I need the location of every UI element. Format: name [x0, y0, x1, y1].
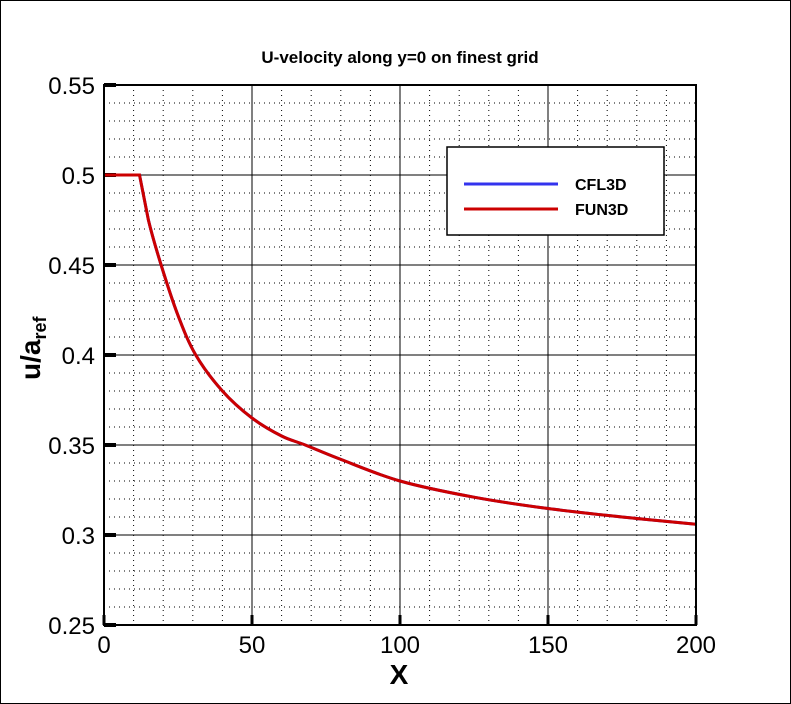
- x-axis-label: X: [390, 659, 409, 690]
- chart-title: U-velocity along y=0 on finest grid: [261, 48, 538, 67]
- legend-label-fun3d: FUN3D: [575, 202, 628, 219]
- x-tick-label: 0: [97, 632, 110, 659]
- x-tick-label: 50: [239, 632, 266, 659]
- y-axis-label-main: u/a: [15, 339, 46, 380]
- x-tick-label: 100: [380, 632, 420, 659]
- legend-label-cfl3d: CFL3D: [575, 177, 627, 194]
- series-group: [104, 173, 697, 526]
- y-axis-label: u/aref: [15, 316, 50, 380]
- plot-border: [103, 84, 697, 626]
- x-tick-label: 150: [528, 632, 568, 659]
- y-tick-label: 0.35: [48, 433, 95, 460]
- y-axis-label-subscript: ref: [30, 316, 50, 340]
- series-line-fun3d: [104, 173, 697, 526]
- y-tick-label: 0.45: [48, 253, 95, 280]
- y-tick-label: 0.3: [62, 523, 95, 550]
- x-tick-label: 200: [676, 632, 716, 659]
- y-tick-label: 0.4: [62, 343, 95, 370]
- y-tick-label: 0.55: [48, 73, 95, 100]
- y-tick-label: 0.5: [62, 163, 95, 190]
- legend: CFL3D FUN3D: [446, 146, 665, 236]
- y-tick-label: 0.25: [48, 613, 95, 640]
- legend-box: [446, 146, 665, 236]
